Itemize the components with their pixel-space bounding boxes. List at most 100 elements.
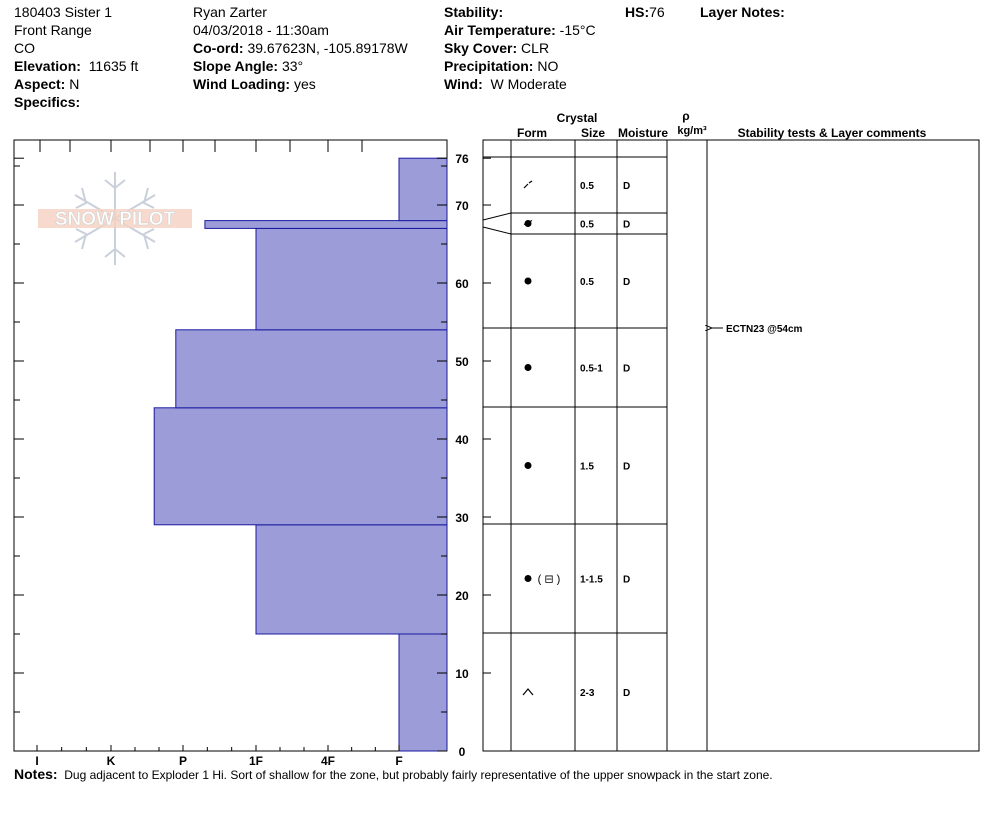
height-label-0: 0 [459, 745, 466, 759]
form-header: Form [517, 126, 547, 140]
aspect-row: Aspect: N [14, 76, 80, 92]
hardness-bar-1 [255, 524, 448, 635]
air-temp-value: -15°C [559, 22, 596, 38]
layer-notes-row: Layer Notes: [700, 4, 785, 20]
hardness-label-F: F [395, 754, 402, 768]
layer-size: 0.5 [580, 181, 594, 192]
height-axis: 0 10 20 30 40 50 60 70 76 [14, 152, 491, 759]
aspect-value: N [69, 76, 80, 92]
precip-value: NO [537, 58, 559, 74]
header-col-2: Ryan Zarter 04/03/2018 - 11:30am Co-ord:… [193, 3, 408, 93]
rounded-grain-icon [524, 575, 532, 582]
wind-loading-row: Wind Loading: yes [193, 76, 316, 92]
layer-connector [482, 212, 512, 221]
height-label-60: 60 [455, 277, 469, 291]
rho-header: ρ [682, 109, 689, 123]
height-label-76: 76 [455, 152, 469, 166]
layer-moisture: D [623, 181, 630, 192]
decomposing-fragments-icon [523, 180, 533, 189]
hardness-label-1F: 1F [249, 754, 263, 768]
state: CO [14, 40, 35, 56]
air-temp-row: Air Temperature: -15°C [444, 22, 596, 38]
slope-row: Slope Angle: 33° [193, 58, 304, 74]
secondary-faceted-icon: ( ⊟ ) [538, 574, 561, 586]
notes: Notes: Dug adjacent to Exploder 1 Hi. So… [14, 766, 773, 782]
layer-moisture: D [623, 575, 630, 586]
height-label-70: 70 [455, 199, 469, 213]
layer-connector [482, 226, 512, 235]
height-label-10: 10 [455, 667, 469, 681]
hs-row: HS:76 [625, 4, 665, 20]
hardness-label-I: I [35, 754, 38, 768]
height-label-40: 40 [455, 433, 469, 447]
stability-header: Stability tests & Layer comments [738, 126, 927, 140]
notes-text: Dug adjacent to Exploder 1 Hi. Sort of s… [64, 768, 773, 782]
rounded-grain-icon [524, 364, 532, 371]
layer-moisture: D [623, 462, 630, 473]
specifics-row: Specifics: [14, 94, 81, 110]
density-header: kg/m³ [677, 125, 707, 137]
layer-row: 0.5 D [523, 180, 630, 192]
hardness-bar-3 [175, 329, 448, 409]
height-label-20: 20 [455, 589, 469, 603]
height-label-50: 50 [455, 355, 469, 369]
hardness-ticks: I K P 1F 4F F [35, 140, 403, 768]
hardness-label-K: K [107, 754, 116, 768]
datetime: 04/03/2018 - 11:30am [193, 22, 329, 38]
elevation-value: 11635 ft [88, 58, 139, 74]
snowpilot-logo: SNOW PILOT [38, 172, 192, 265]
layer-row: 0.5-1 D [524, 364, 630, 375]
height-label-30: 30 [455, 511, 469, 525]
stability-tests: ECTN23 @54cm [711, 324, 803, 335]
layer-size: 1.5 [580, 462, 594, 473]
header-col-3: Stability: Air Temperature: -15°C Sky Co… [444, 3, 596, 93]
wind-loading-value: yes [293, 76, 316, 92]
hardness-bar-5 [204, 220, 448, 229]
elevation-row: Elevation: 11635 ft [14, 58, 139, 74]
wind-row: Wind: W Moderate [444, 76, 567, 92]
layer-moisture: D [623, 688, 630, 699]
layer-row: 2-3 D [522, 688, 630, 699]
moisture-header: Moisture [618, 126, 668, 140]
hardness-bar-6 [398, 157, 448, 222]
pit-name: 180403 Sister 1 [14, 4, 113, 20]
hardness-bars [153, 157, 448, 752]
hs-value: 76 [649, 4, 665, 20]
header-col-1: 180403 Sister 1 Front Range CO Elevation… [14, 3, 138, 111]
crystal-header: Crystal [557, 111, 598, 125]
hardness-bar-4 [255, 227, 448, 331]
test-label: ECTN23 @54cm [726, 324, 803, 335]
size-header: Size [581, 126, 605, 140]
layer-row: 0.5 D [523, 220, 630, 231]
layer-moisture: D [623, 220, 630, 231]
depth-hoar-icon [522, 688, 534, 696]
layer-moisture: D [623, 364, 630, 375]
rounded-grain-icon [524, 277, 532, 285]
rounded-grain-icon [524, 462, 532, 469]
hardness-bar-0 [398, 633, 448, 752]
hardness-label-P: P [179, 754, 187, 768]
faceted-mark-icon [523, 220, 533, 225]
observer: Ryan Zarter [193, 4, 267, 20]
layer-size: 0.5-1 [580, 364, 603, 375]
slope-value: 33° [281, 58, 304, 74]
notes-label: Notes: [14, 766, 58, 782]
hardness-bar-2 [153, 407, 448, 526]
logo-text: SNOW PILOT [55, 209, 176, 230]
layer-size: 0.5 [580, 220, 594, 231]
coord-value: 39.67623N, -105.89178W [247, 40, 408, 56]
range: Front Range [14, 22, 92, 38]
layer-size: 1-1.5 [580, 575, 603, 586]
layer-row: 0.5 D [524, 277, 630, 288]
layer-size: 2-3 [580, 688, 595, 699]
layer-rows: 0.5 D 0.5 D 0.5 D 0.5-1 D 1.5 D ( ⊟ ) 1-1.5 D 2-3 D [482, 156, 667, 752]
layer-row: ( ⊟ ) 1-1.5 D [524, 574, 630, 586]
hardness-label-4F: 4F [321, 754, 335, 768]
sky-value: CLR [521, 40, 550, 56]
layer-row: 1.5 D [524, 462, 630, 473]
wind-value: W Moderate [490, 76, 567, 92]
sky-row: Sky Cover: CLR [444, 40, 550, 56]
stability-row: Stability: [444, 4, 504, 20]
layer-table-frame [482, 139, 980, 752]
